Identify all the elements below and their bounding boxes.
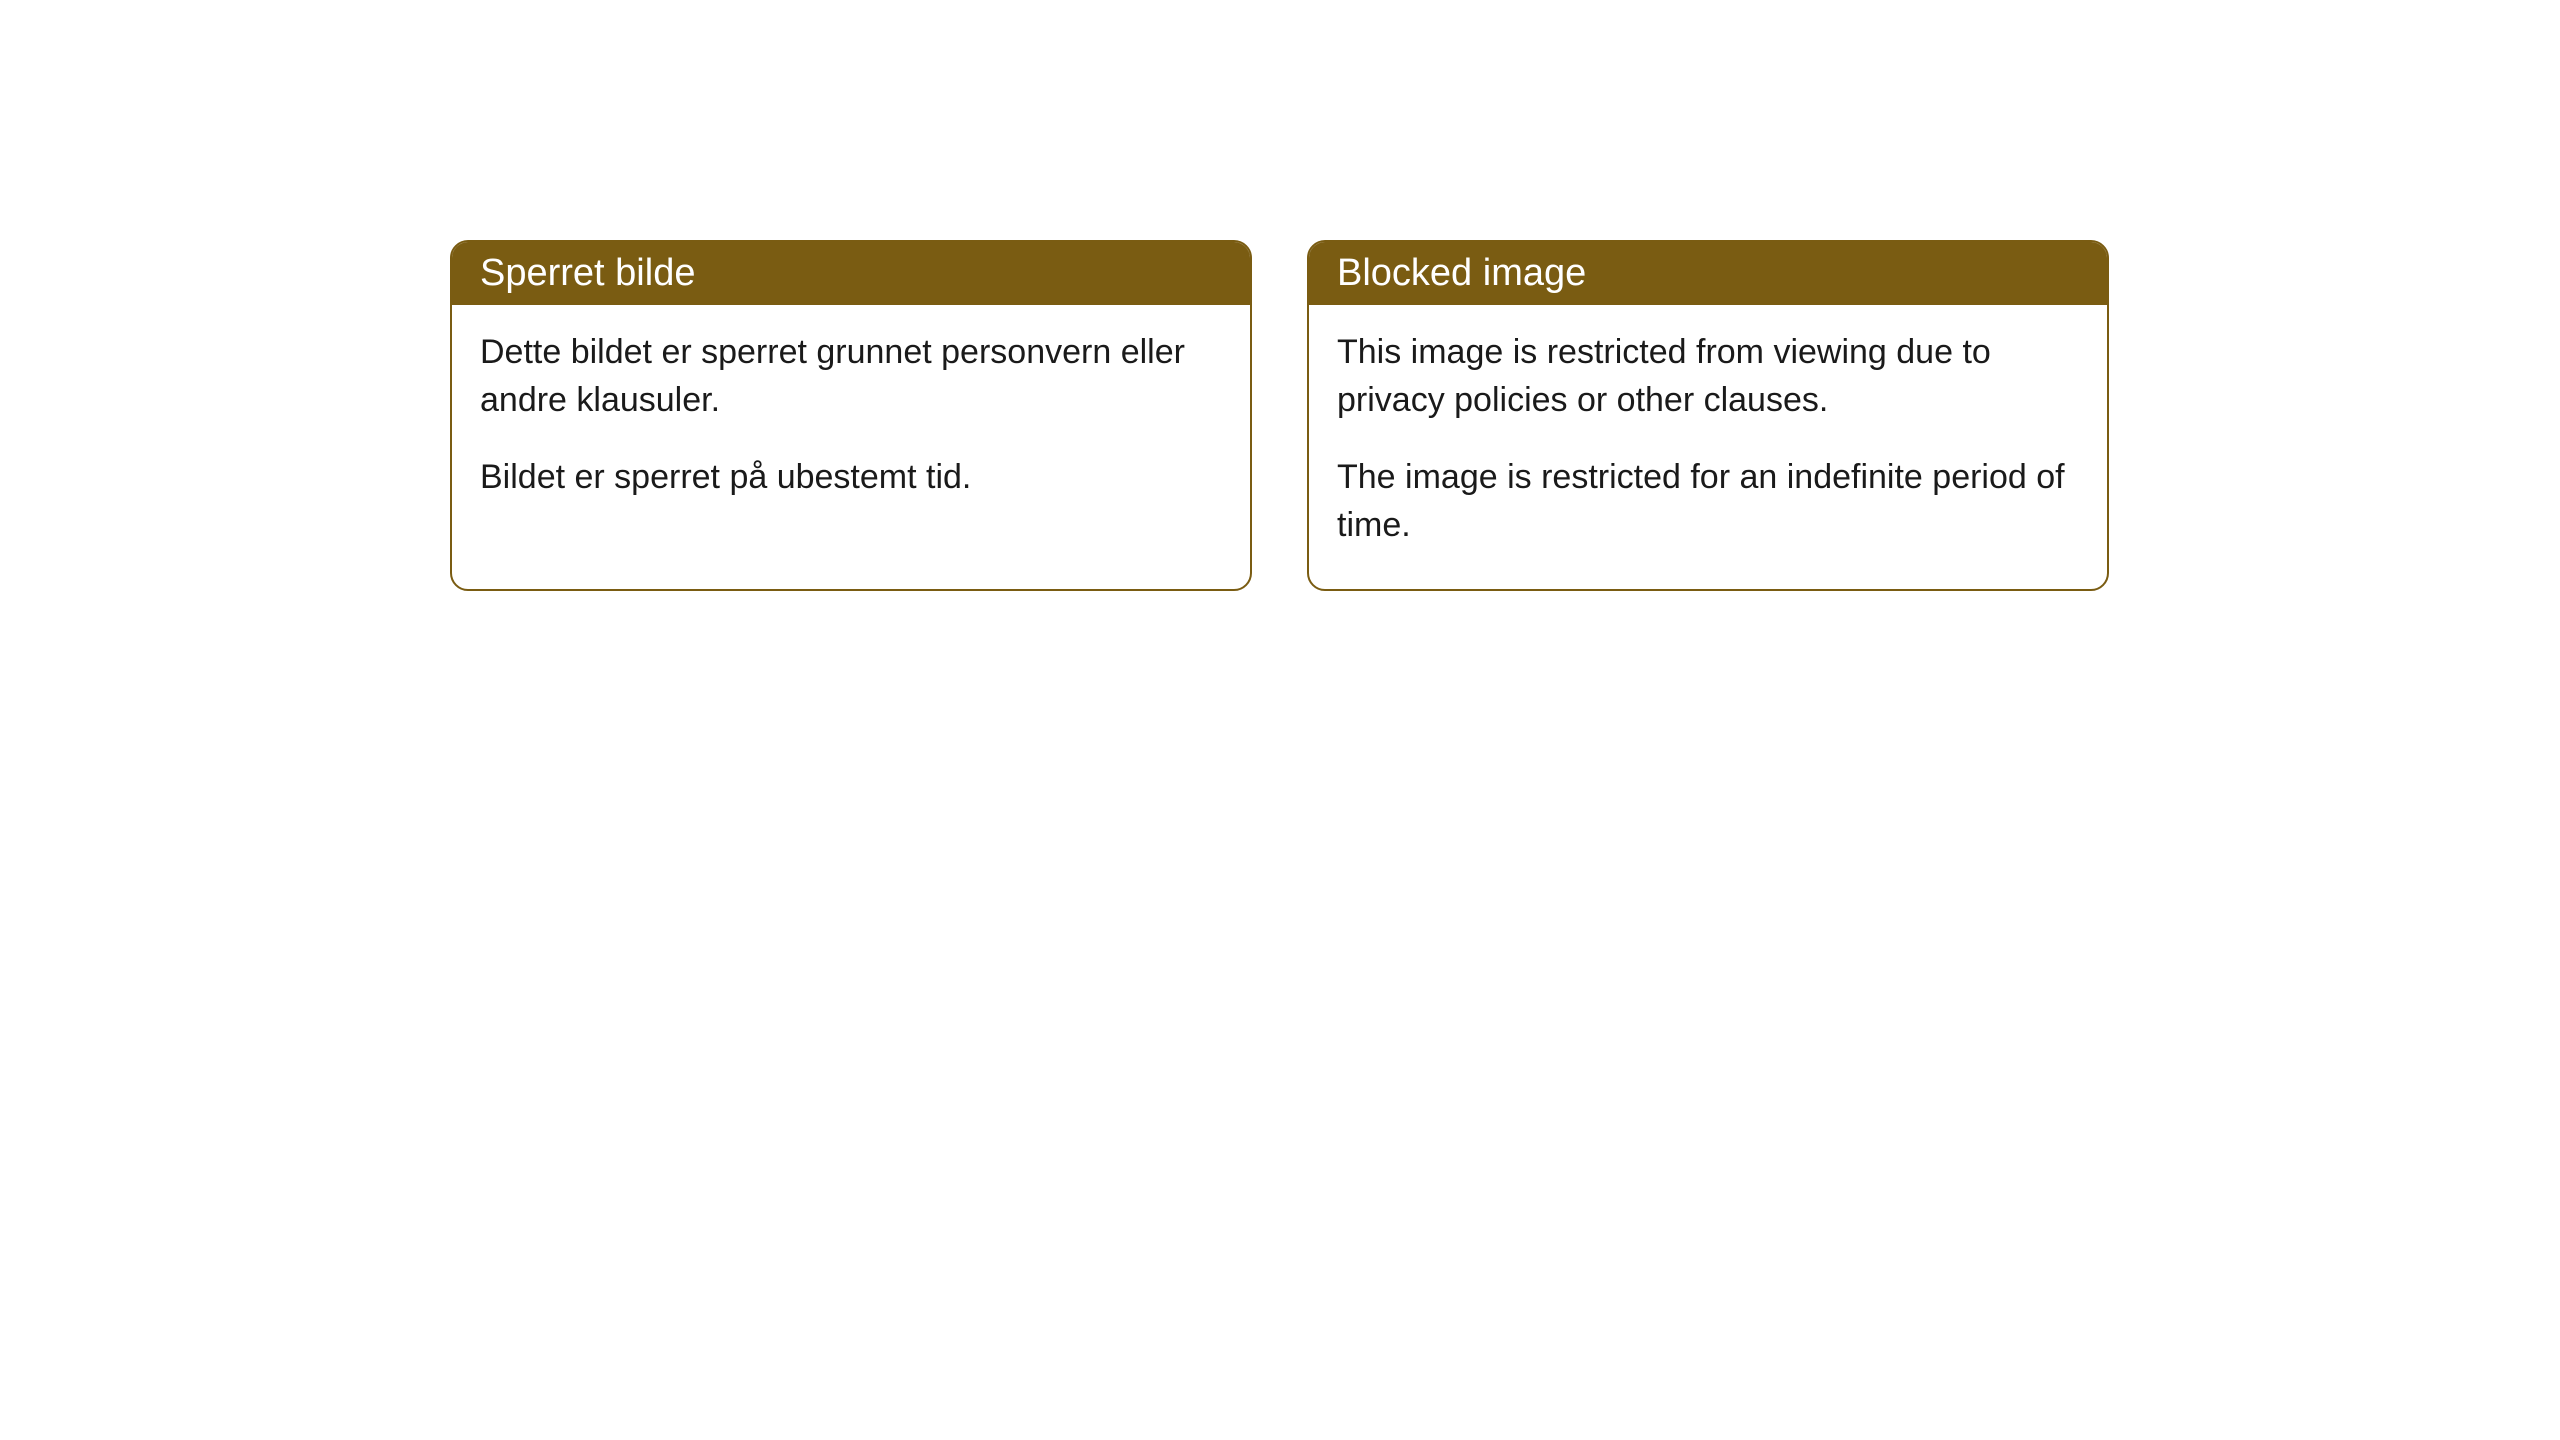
card-paragraph: This image is restricted from viewing du…: [1337, 329, 2079, 424]
card-header-norwegian: Sperret bilde: [452, 242, 1250, 305]
card-header-english: Blocked image: [1309, 242, 2107, 305]
card-paragraph: Bildet er sperret på ubestemt tid.: [480, 454, 1222, 502]
card-title: Sperret bilde: [480, 252, 695, 294]
card-paragraph: The image is restricted for an indefinit…: [1337, 454, 2079, 549]
card-title: Blocked image: [1337, 252, 1586, 294]
card-body-english: This image is restricted from viewing du…: [1309, 305, 2107, 589]
cards-container: Sperret bilde Dette bildet er sperret gr…: [450, 240, 2109, 591]
card-norwegian: Sperret bilde Dette bildet er sperret gr…: [450, 240, 1252, 591]
card-body-norwegian: Dette bildet er sperret grunnet personve…: [452, 305, 1250, 542]
card-paragraph: Dette bildet er sperret grunnet personve…: [480, 329, 1222, 424]
card-english: Blocked image This image is restricted f…: [1307, 240, 2109, 591]
